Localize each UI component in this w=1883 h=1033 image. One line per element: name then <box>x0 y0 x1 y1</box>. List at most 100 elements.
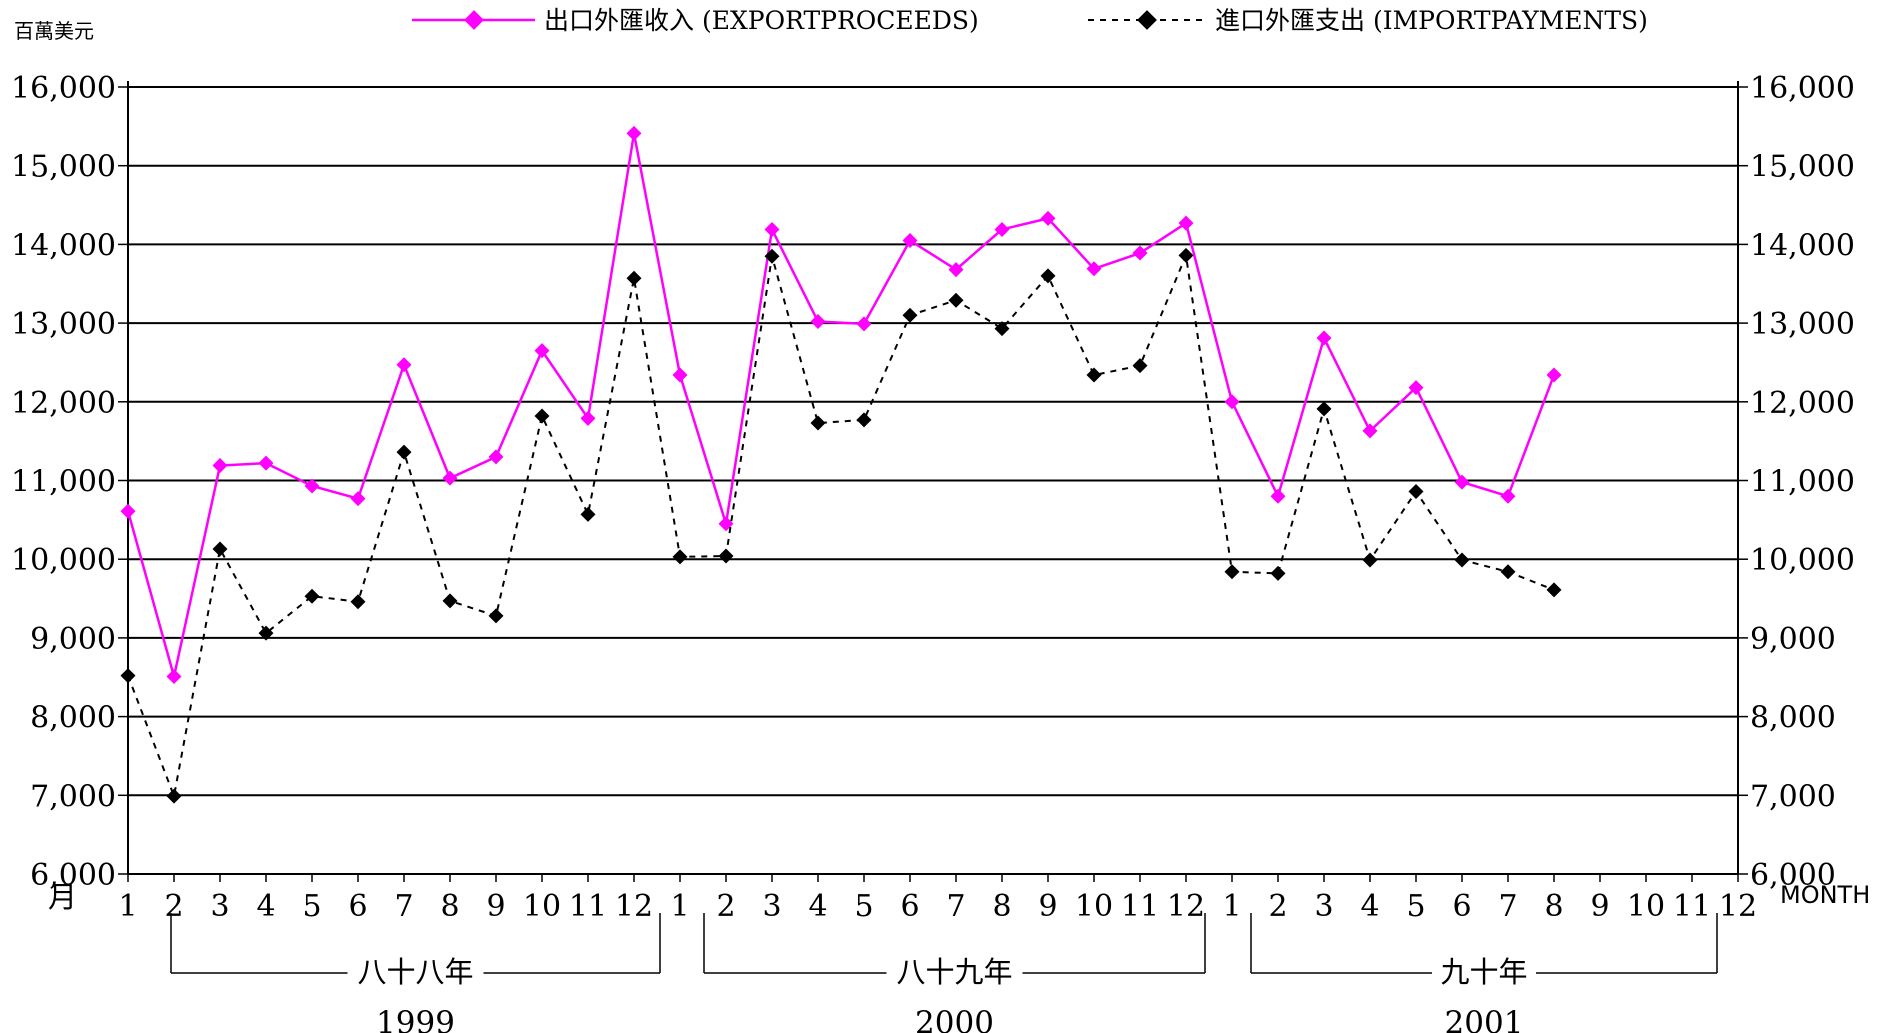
data-point <box>534 343 550 359</box>
data-point <box>120 668 136 684</box>
x-tick-label: 12 <box>615 889 653 924</box>
y-tick-label: 9,000 <box>30 622 116 657</box>
year-label: 1999 <box>376 1005 455 1033</box>
y-tick-label: 6,000 <box>30 858 116 893</box>
axes <box>127 81 1739 874</box>
data-point <box>258 455 274 471</box>
data-point <box>810 314 826 330</box>
data-point <box>1270 488 1286 504</box>
data-point <box>672 367 688 383</box>
x-tick-label: 8 <box>440 889 459 924</box>
y-axis-right: 6,000 7,000 8,000 9,000 10,000 11,000 12,000 13… <box>1738 71 1855 893</box>
data-point <box>350 491 366 507</box>
y-tick-label: 11,000 <box>11 465 116 500</box>
y-tick-label: 7,000 <box>30 779 116 814</box>
x-tick-label: 11 <box>1673 889 1711 924</box>
x-tick-label: 2 <box>1268 889 1287 924</box>
x-tick-label: 6 <box>348 889 367 924</box>
data-point <box>902 232 918 248</box>
y-tick-label: 15,000 <box>1750 150 1855 185</box>
y-tick-label: 12,000 <box>11 386 116 421</box>
data-point <box>258 625 274 641</box>
data-point <box>1546 367 1562 383</box>
data-point <box>580 410 596 426</box>
data-point <box>488 608 504 624</box>
y-tick-label: 14,000 <box>1750 228 1855 263</box>
x-tick-label: 8 <box>992 889 1011 924</box>
x-tick-label: 9 <box>1038 889 1057 924</box>
data-point <box>856 412 872 428</box>
x-tick-label: 9 <box>486 889 505 924</box>
data-point <box>1500 488 1516 504</box>
data-point <box>1178 247 1194 263</box>
roc-year-label: 九十年 <box>1440 955 1527 989</box>
y-tick-label: 8,000 <box>1750 701 1836 736</box>
data-point <box>166 788 182 804</box>
x-tick-label: 3 <box>1314 889 1333 924</box>
data-point <box>1362 552 1378 568</box>
x-tick-label: 4 <box>256 889 275 924</box>
data-point <box>534 408 550 424</box>
data-point <box>1270 565 1286 581</box>
x-tick-label: 11 <box>569 889 607 924</box>
year-label: 2000 <box>915 1005 994 1033</box>
legend: 出口外匯收入 (EXPORTPROCEEDS) 進口外匯支出 (IMPORTPA… <box>412 6 1648 35</box>
legend-export-marker <box>464 10 484 30</box>
data-point <box>1132 358 1148 374</box>
y-tick-label: 8,000 <box>30 701 116 736</box>
x-tick-label: 6 <box>1452 889 1471 924</box>
x-tick-label: 10 <box>1627 889 1665 924</box>
legend-import-marker <box>1137 10 1157 30</box>
y-tick-label: 16,000 <box>1750 71 1855 106</box>
data-point <box>1178 215 1194 231</box>
y-tick-label: 13,000 <box>11 307 116 342</box>
data-point <box>304 588 320 604</box>
series-layer <box>120 125 1562 804</box>
data-point <box>856 316 872 332</box>
x-tick-label: 12 <box>1167 889 1205 924</box>
y-tick-label: 11,000 <box>1750 465 1855 500</box>
x-tick-label: 8 <box>1544 889 1563 924</box>
y-tick-label: 14,000 <box>11 228 116 263</box>
data-point <box>442 593 458 609</box>
data-point <box>120 503 136 519</box>
series-line-1 <box>127 251 1555 800</box>
data-point <box>212 458 228 474</box>
data-point <box>1454 474 1470 490</box>
x-tick-label: 3 <box>762 889 781 924</box>
y-tick-label: 16,000 <box>11 71 116 106</box>
x-tick-label: 11 <box>1121 889 1159 924</box>
y-tick-label: 10,000 <box>11 543 116 578</box>
x-tick-label: 7 <box>394 889 413 924</box>
year-label: 2001 <box>1445 1005 1524 1033</box>
x-tick-label: 1 <box>1222 889 1241 924</box>
data-point <box>1408 484 1424 500</box>
data-point <box>1454 552 1470 568</box>
x-tick-label: 4 <box>808 889 827 924</box>
data-point <box>1224 564 1240 580</box>
data-point <box>304 478 320 494</box>
x-axis: 1 2 3 4 5 6 7 8 9 10 11 12 1 2 3 4 5 6 7 8 9 10 11 12 1 2 3 4 5 6 7 8 9 1… <box>118 874 1757 924</box>
x-tick-label: 1 <box>118 889 137 924</box>
x-tick-label: 1 <box>670 889 689 924</box>
y-tick-label: 10,000 <box>1750 543 1855 578</box>
data-point <box>1132 245 1148 261</box>
x-tick-label: 10 <box>1075 889 1113 924</box>
data-point <box>1040 268 1056 284</box>
y-tick-label: 12,000 <box>1750 386 1855 421</box>
data-point <box>212 541 228 557</box>
y-unit-label: 百萬美元 <box>14 19 94 43</box>
data-point <box>1500 564 1516 580</box>
data-point <box>948 292 964 308</box>
data-point <box>948 262 964 278</box>
data-point <box>1224 394 1240 410</box>
month-label-left: 月 <box>48 880 77 914</box>
series-line-0 <box>126 133 1556 677</box>
x-tick-label: 4 <box>1360 889 1379 924</box>
data-point <box>764 248 780 264</box>
legend-import-label: 進口外匯支出 (IMPORTPAYMENTS) <box>1215 6 1648 35</box>
roc-year-label: 八十九年 <box>896 955 1012 989</box>
data-point <box>1086 367 1102 383</box>
data-point <box>488 449 504 465</box>
data-point <box>1316 330 1332 346</box>
